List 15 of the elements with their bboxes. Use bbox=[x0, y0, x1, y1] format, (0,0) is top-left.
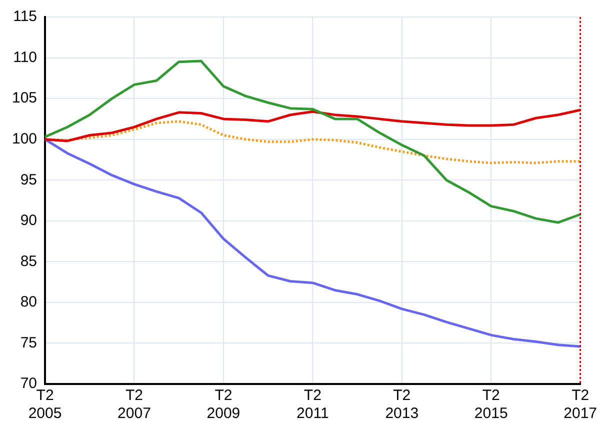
x-tick-label: T2 2017 bbox=[564, 387, 598, 422]
y-tick-label: 75 bbox=[20, 334, 38, 352]
y-tick-label: 115 bbox=[13, 8, 38, 26]
x-tick-label: T2 2015 bbox=[474, 387, 508, 422]
y-tick-label: 80 bbox=[20, 294, 38, 311]
y-tick-label: 95 bbox=[20, 171, 38, 188]
y-tick-label: 90 bbox=[20, 212, 38, 230]
x-tick-label: T2 2007 bbox=[118, 387, 151, 422]
x-tick-label: T2 2013 bbox=[385, 387, 419, 422]
y-tick-label: 105 bbox=[12, 90, 38, 107]
x-tick-label: T2 2009 bbox=[206, 387, 240, 422]
x-tick-label: T2 2011 bbox=[296, 387, 329, 422]
y-tick-label: 110 bbox=[13, 48, 38, 66]
y-tick-label: 85 bbox=[20, 252, 38, 270]
y-tick-label: 100 bbox=[12, 130, 38, 148]
